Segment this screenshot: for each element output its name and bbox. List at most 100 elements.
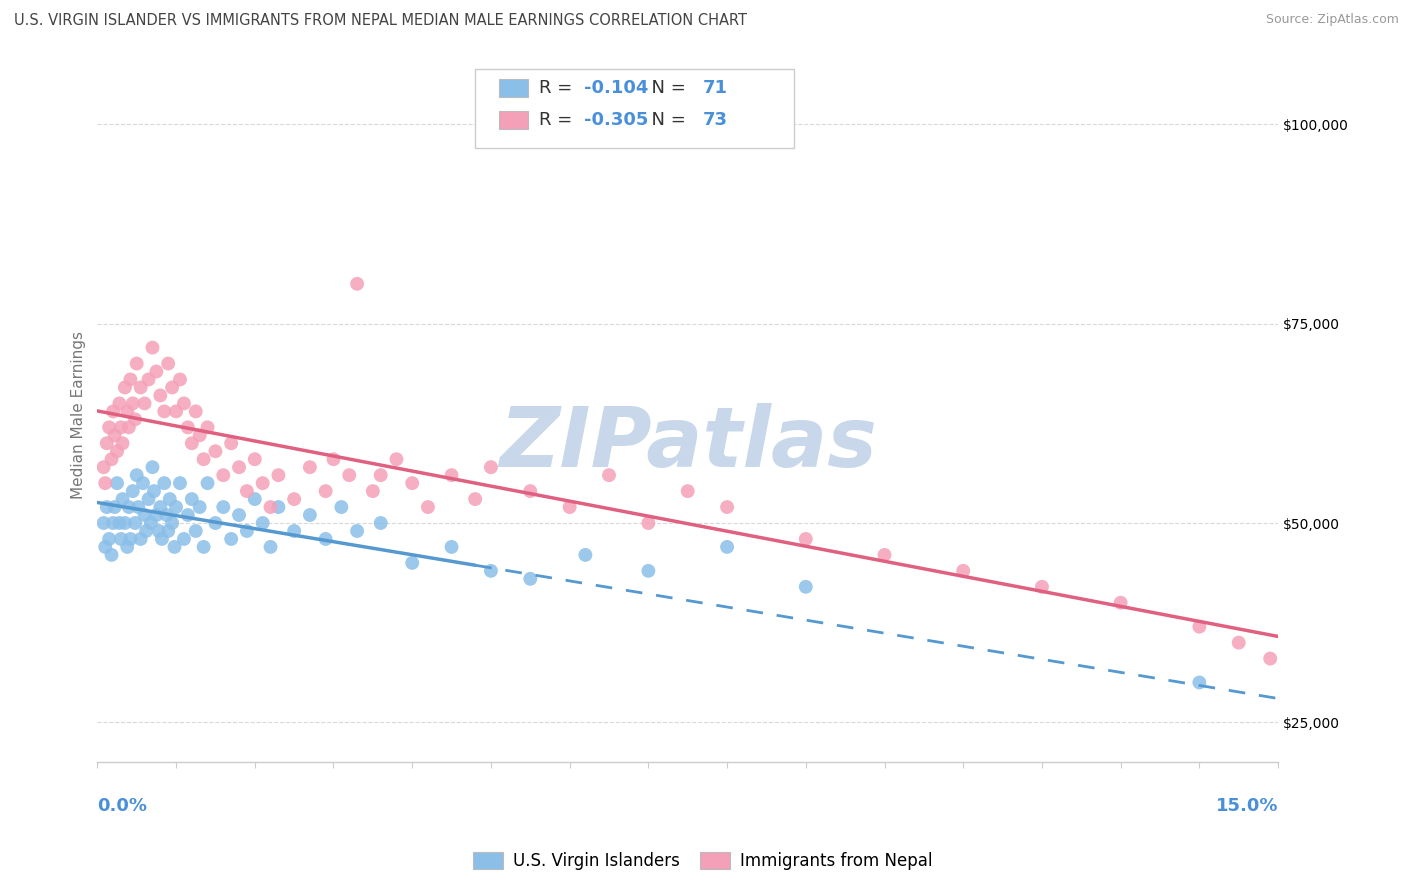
Point: [283, 492, 305, 507]
Point: [204, 516, 226, 530]
Point: [177, 420, 200, 434]
Point: [157, 357, 180, 371]
Point: [141, 460, 163, 475]
Point: [204, 444, 226, 458]
Point: [160, 516, 183, 530]
Text: 15.0%: 15.0%: [1216, 797, 1278, 815]
Point: [370, 468, 392, 483]
Point: [298, 460, 321, 475]
Point: [108, 396, 131, 410]
Point: [135, 524, 157, 538]
Point: [219, 436, 242, 450]
Point: [252, 516, 274, 530]
Point: [105, 476, 128, 491]
Point: [346, 277, 368, 291]
Point: [145, 364, 167, 378]
Point: [236, 484, 259, 499]
Point: [558, 500, 581, 514]
Point: [96, 500, 118, 514]
Point: [118, 500, 141, 514]
Point: [98, 532, 121, 546]
Text: N =: N =: [641, 111, 692, 128]
Point: [1227, 635, 1250, 649]
Point: [385, 452, 408, 467]
Point: [361, 484, 384, 499]
Point: [197, 476, 219, 491]
Point: [259, 500, 281, 514]
FancyBboxPatch shape: [499, 111, 529, 128]
Point: [259, 540, 281, 554]
Point: [104, 428, 127, 442]
Point: [132, 476, 155, 491]
Text: ZIPatlas: ZIPatlas: [499, 402, 877, 483]
Text: 0.0%: 0.0%: [97, 797, 148, 815]
Point: [93, 516, 115, 530]
Text: U.S. VIRGIN ISLANDER VS IMMIGRANTS FROM NEPAL MEDIAN MALE EARNINGS CORRELATION C: U.S. VIRGIN ISLANDER VS IMMIGRANTS FROM …: [14, 13, 747, 29]
Point: [794, 532, 817, 546]
Point: [401, 556, 423, 570]
Point: [153, 404, 176, 418]
Point: [180, 492, 202, 507]
Point: [173, 532, 195, 546]
Point: [637, 564, 659, 578]
Legend: U.S. Virgin Islanders, Immigrants from Nepal: U.S. Virgin Islanders, Immigrants from N…: [467, 845, 939, 877]
Point: [120, 532, 142, 546]
Point: [315, 484, 337, 499]
Point: [193, 540, 215, 554]
Point: [873, 548, 896, 562]
Point: [150, 532, 173, 546]
Point: [169, 372, 191, 386]
Point: [110, 532, 132, 546]
Point: [165, 404, 187, 418]
Point: [401, 476, 423, 491]
Point: [120, 372, 142, 386]
Point: [124, 516, 146, 530]
Point: [148, 524, 170, 538]
Point: [104, 500, 127, 514]
Point: [134, 508, 156, 522]
Point: [598, 468, 620, 483]
Point: [228, 460, 250, 475]
Point: [440, 468, 463, 483]
Y-axis label: Median Male Earnings: Median Male Earnings: [72, 331, 86, 500]
Text: R =: R =: [538, 79, 578, 97]
Point: [716, 500, 738, 514]
Point: [479, 460, 502, 475]
Point: [134, 396, 156, 410]
Point: [96, 436, 118, 450]
Point: [267, 468, 290, 483]
Point: [1031, 580, 1053, 594]
Point: [138, 372, 160, 386]
FancyBboxPatch shape: [475, 69, 794, 148]
Point: [149, 388, 172, 402]
Point: [114, 516, 136, 530]
Text: N =: N =: [641, 79, 692, 97]
Point: [180, 436, 202, 450]
Text: R =: R =: [538, 111, 578, 128]
Point: [110, 420, 132, 434]
Point: [519, 572, 541, 586]
Point: [479, 564, 502, 578]
Point: [156, 508, 179, 522]
Point: [676, 484, 699, 499]
Text: 71: 71: [703, 79, 728, 97]
Point: [111, 492, 134, 507]
Text: -0.104: -0.104: [583, 79, 648, 97]
Point: [101, 404, 124, 418]
Point: [1109, 596, 1132, 610]
Point: [267, 500, 290, 514]
Point: [184, 404, 207, 418]
Point: [219, 532, 242, 546]
Point: [143, 484, 166, 499]
Point: [337, 468, 360, 483]
Point: [101, 516, 124, 530]
Point: [125, 468, 148, 483]
Point: [177, 508, 200, 522]
Point: [108, 516, 131, 530]
Point: [322, 452, 344, 467]
Point: [637, 516, 659, 530]
Point: [298, 508, 321, 522]
Point: [252, 476, 274, 491]
Point: [129, 380, 152, 394]
Point: [464, 492, 486, 507]
